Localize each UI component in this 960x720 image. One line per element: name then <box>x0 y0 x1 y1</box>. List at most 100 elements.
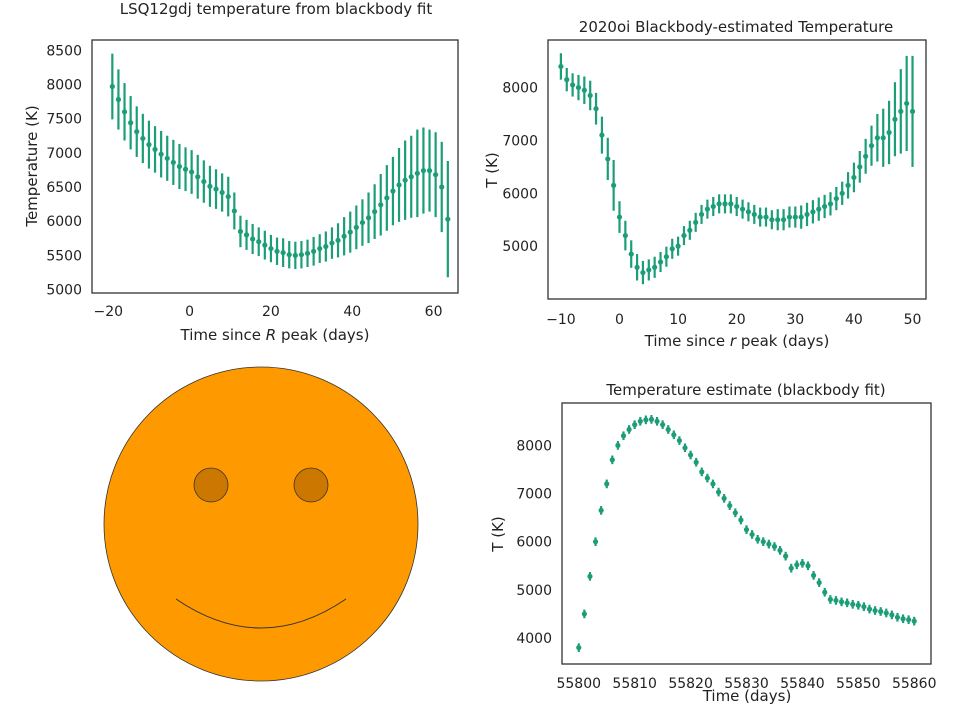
smiley-face-icon <box>103 366 419 682</box>
right-eye <box>293 467 329 503</box>
data-point <box>892 116 898 122</box>
data-point <box>693 459 699 465</box>
data-point <box>433 172 439 178</box>
data-point <box>878 608 884 615</box>
data-point <box>341 233 347 239</box>
data-point <box>715 489 722 495</box>
data-point <box>745 209 752 215</box>
x-tick-labels: −20 0 20 40 60 <box>93 304 442 320</box>
x-tick-label: 0 <box>185 304 194 320</box>
data-point <box>722 201 728 207</box>
data-point <box>681 232 687 239</box>
data-point <box>863 153 869 159</box>
data-point <box>182 166 189 172</box>
x-tick-label: 10 <box>669 312 687 328</box>
x-tick-label: 40 <box>343 304 361 320</box>
data-point <box>628 251 634 257</box>
x-tick-labels: 55800 55810 55820 55830 55840 55850 55860 <box>556 676 936 692</box>
plot-frame <box>91 39 459 294</box>
data-point <box>347 229 353 235</box>
data-point <box>134 129 140 135</box>
x-tick-label: 55850 <box>836 676 881 692</box>
data-point <box>643 417 649 423</box>
y-axis-label: T (K) <box>483 152 501 188</box>
data-point <box>687 227 693 233</box>
data-point <box>329 240 335 246</box>
data-point <box>195 174 201 180</box>
data-point <box>353 224 359 230</box>
y-axis-label: T (K) <box>489 516 507 552</box>
data-point <box>372 209 378 215</box>
data-point <box>231 208 237 214</box>
data-point <box>775 217 781 223</box>
data-point <box>109 83 115 90</box>
y-tick-label: 5500 <box>46 248 82 264</box>
y-tick-label: 7000 <box>502 133 538 149</box>
data-point <box>839 190 845 196</box>
data-point <box>634 264 640 270</box>
data-point <box>657 259 664 265</box>
data-point <box>827 201 834 207</box>
temperature-estimate-chart: Temperature estimate (blackbody fit) 400… <box>489 381 937 705</box>
x-tick-label: 55860 <box>892 676 937 692</box>
y-tick-label: 6000 <box>46 214 82 230</box>
data-point <box>146 142 152 148</box>
data-point <box>833 597 839 604</box>
data-point <box>605 156 611 162</box>
y-tick-label: 8000 <box>516 438 552 454</box>
data-point <box>868 143 875 149</box>
x-tick-label: 55810 <box>612 676 657 692</box>
data-point <box>311 248 317 254</box>
data-points <box>109 53 451 278</box>
data-point <box>599 132 605 138</box>
data-point <box>804 211 810 218</box>
data-point <box>822 203 828 210</box>
data-point <box>564 77 570 83</box>
y-tick-label: 7000 <box>46 146 82 162</box>
data-point <box>207 183 213 189</box>
data-point <box>378 202 384 208</box>
data-point <box>575 84 582 91</box>
data-point <box>755 536 761 542</box>
data-point <box>652 264 658 270</box>
data-point <box>598 507 604 513</box>
y-tick-label: 5000 <box>516 583 552 599</box>
data-point <box>622 232 628 239</box>
data-point <box>845 182 851 188</box>
data-point <box>396 182 402 188</box>
data-point <box>766 541 772 547</box>
data-point <box>250 236 256 242</box>
data-point <box>201 178 207 185</box>
x-axis-label: Time (days) <box>702 687 792 705</box>
data-point <box>827 596 833 603</box>
data-point <box>805 563 811 569</box>
data-point <box>445 216 451 222</box>
data-point <box>799 560 806 566</box>
data-point <box>611 182 617 188</box>
chart-title: LSQ12gdj temperature from blackbody fit <box>120 0 433 18</box>
data-point <box>115 96 122 103</box>
data-point <box>911 618 917 624</box>
data-point <box>851 174 857 181</box>
plot-frame <box>561 402 932 665</box>
data-point <box>128 120 134 126</box>
x-tick-label: 50 <box>904 312 922 328</box>
data-point <box>906 617 912 623</box>
data-point <box>213 186 219 192</box>
data-point <box>365 215 372 221</box>
data-point <box>640 269 646 276</box>
data-point <box>904 100 910 107</box>
data-point <box>728 201 734 207</box>
data-point <box>243 232 250 238</box>
data-point <box>880 135 886 141</box>
data-point <box>426 168 433 174</box>
data-point <box>298 252 305 258</box>
data-point <box>738 517 744 523</box>
data-point <box>874 135 880 141</box>
data-point <box>237 228 244 235</box>
data-point <box>286 252 292 258</box>
data-point <box>626 426 632 433</box>
data-point <box>699 469 705 475</box>
x-tick-label: 55830 <box>724 676 769 692</box>
data-point <box>570 82 576 88</box>
